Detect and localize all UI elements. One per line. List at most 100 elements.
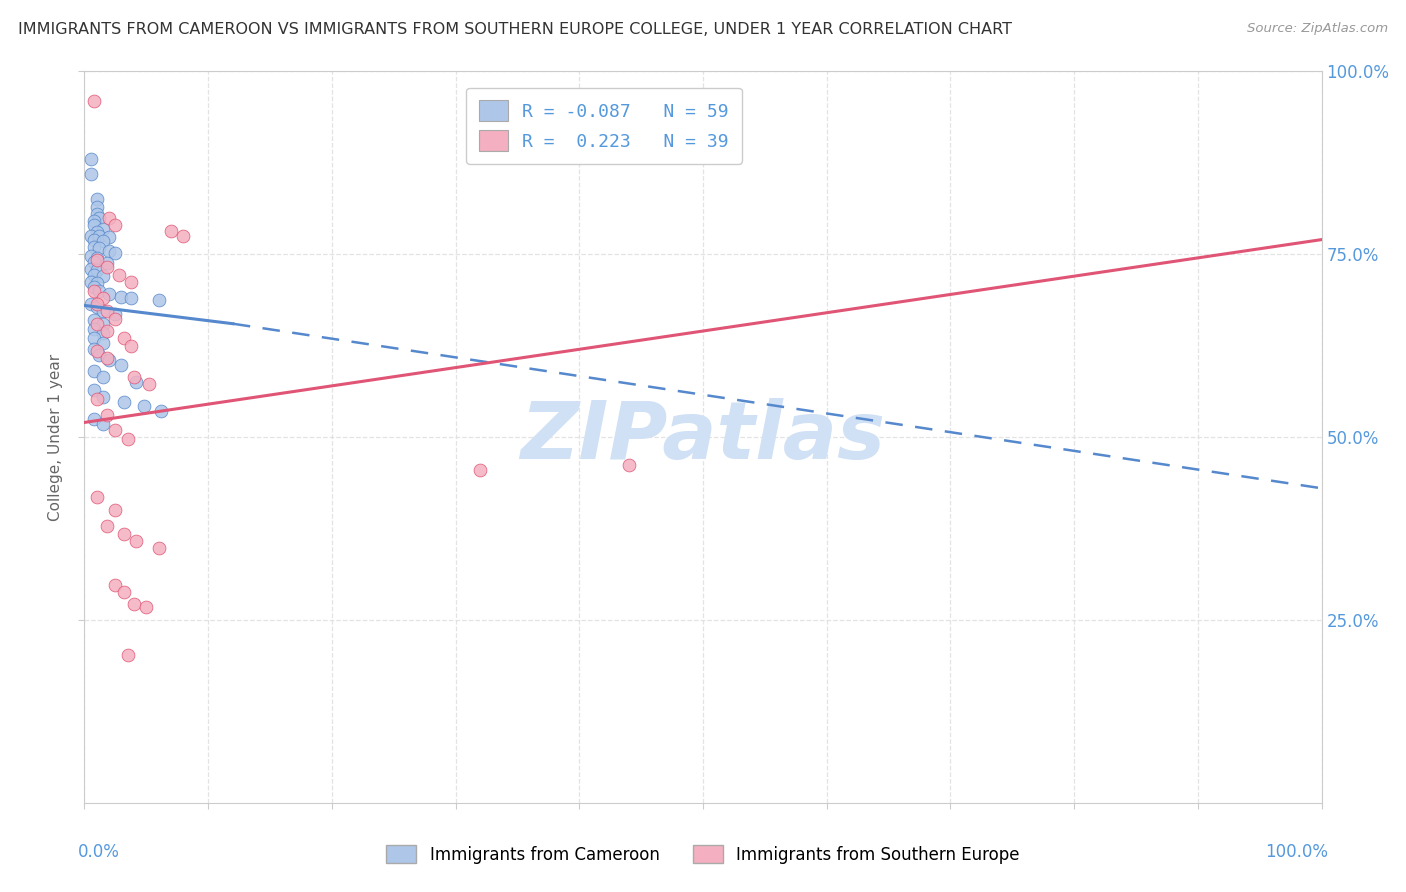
Point [120, 291, 142, 305]
Text: IMMIGRANTS FROM CAMEROON VS IMMIGRANTS FROM SOUTHERN EUROPE COLLEGE, UNDER 1 YEA: IMMIGRANTS FROM CAMEROON VS IMMIGRANTS F… [18, 22, 1012, 37]
Point [79, 297, 101, 311]
Point [160, 224, 183, 238]
Point [122, 597, 145, 611]
Point [83, 412, 105, 426]
Point [86, 207, 108, 221]
Point [125, 533, 148, 548]
Point [110, 290, 132, 304]
Point [79, 275, 101, 289]
Point [79, 152, 101, 166]
Point [91, 221, 114, 235]
Point [120, 275, 142, 289]
Point [86, 251, 108, 265]
Point [89, 284, 111, 298]
Point [96, 351, 118, 365]
Point [150, 404, 173, 418]
Point [83, 331, 105, 345]
Point [86, 200, 108, 214]
Point [117, 648, 139, 662]
Point [104, 307, 127, 321]
Point [91, 291, 114, 305]
Point [112, 395, 135, 409]
Point [83, 383, 105, 397]
Point [98, 287, 121, 301]
Point [96, 260, 118, 275]
Point [98, 244, 121, 258]
Point [91, 370, 114, 384]
Legend: Immigrants from Cameroon, Immigrants from Southern Europe: Immigrants from Cameroon, Immigrants fro… [380, 838, 1026, 871]
Point [83, 280, 105, 294]
Point [79, 167, 101, 181]
Point [89, 348, 111, 362]
Point [86, 225, 108, 239]
Legend: R = -0.087   N = 59, R =  0.223   N = 39: R = -0.087 N = 59, R = 0.223 N = 39 [467, 87, 741, 164]
Point [132, 400, 155, 414]
Point [148, 541, 170, 556]
Point [83, 322, 105, 336]
Point [86, 277, 108, 291]
Point [110, 359, 132, 373]
Point [83, 284, 105, 298]
Point [148, 293, 170, 307]
Point [91, 336, 114, 351]
Point [135, 599, 157, 614]
Point [83, 254, 105, 268]
Point [91, 317, 114, 331]
Point [83, 214, 105, 228]
Point [86, 490, 108, 504]
Point [91, 234, 114, 248]
Point [86, 297, 108, 311]
Point [86, 300, 108, 314]
Point [98, 353, 121, 368]
Point [172, 228, 194, 243]
Point [120, 338, 142, 352]
Point [104, 578, 127, 592]
Point [96, 304, 118, 318]
Point [470, 463, 492, 477]
Point [86, 317, 108, 331]
Point [108, 268, 131, 282]
Point [122, 370, 145, 384]
Text: 100.0%: 100.0% [1265, 843, 1327, 861]
Point [96, 519, 118, 533]
Point [104, 503, 127, 517]
Point [98, 211, 121, 225]
Point [104, 245, 127, 260]
Point [96, 408, 118, 422]
Point [86, 253, 108, 268]
Y-axis label: College, Under 1 year: College, Under 1 year [48, 353, 63, 521]
Point [138, 377, 160, 392]
Point [617, 458, 640, 472]
Point [83, 343, 105, 357]
Point [91, 417, 114, 431]
Point [89, 228, 111, 243]
Point [79, 249, 101, 263]
Point [86, 263, 108, 277]
Point [91, 304, 114, 318]
Point [86, 343, 108, 358]
Point [83, 364, 105, 378]
Point [83, 233, 105, 247]
Point [83, 94, 105, 108]
Point [98, 230, 121, 244]
Text: ZIPatlas: ZIPatlas [520, 398, 886, 476]
Point [91, 269, 114, 284]
Point [86, 193, 108, 207]
Point [104, 311, 127, 326]
Point [83, 218, 105, 232]
Point [112, 585, 135, 599]
Point [83, 268, 105, 282]
Point [112, 331, 135, 345]
Text: Source: ZipAtlas.com: Source: ZipAtlas.com [1247, 22, 1388, 36]
Point [91, 326, 114, 341]
Point [96, 324, 118, 338]
Point [83, 313, 105, 327]
Point [91, 390, 114, 404]
Text: 0.0%: 0.0% [79, 843, 120, 861]
Point [104, 218, 127, 232]
Point [117, 432, 139, 446]
Point [89, 211, 111, 225]
Point [79, 261, 101, 276]
Point [112, 526, 135, 541]
Point [96, 256, 118, 270]
